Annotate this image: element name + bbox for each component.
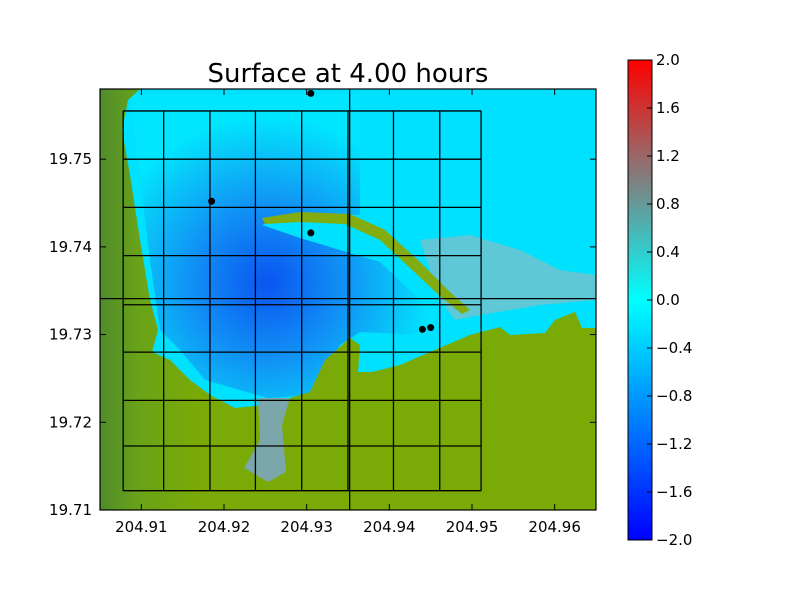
chart-title: Surface at 4.00 hours: [208, 59, 489, 89]
y-tick-label-1: 19.72: [49, 413, 92, 431]
x-tick-label-2: 204.93: [280, 518, 333, 536]
gauge-point-4: [427, 324, 435, 332]
y-tick-label-2: 19.73: [49, 326, 92, 344]
x-tick-label-0: 204.91: [115, 518, 168, 536]
x-tick-label-5: 204.96: [528, 518, 581, 536]
colorbar-tick-label-7: −0.8: [656, 387, 692, 405]
colorbar-tick-label-2: 1.2: [656, 147, 680, 165]
colorbar-tick-label-3: 0.8: [656, 195, 680, 213]
colorbar-tick-label-9: −1.6: [656, 483, 692, 501]
colorbar-tick-label-1: 1.6: [656, 99, 680, 117]
x-tick-label-1: 204.92: [198, 518, 251, 536]
gauge-markers: [208, 89, 435, 333]
gauge-point-2: [307, 229, 315, 237]
grid-patch: [122, 110, 482, 492]
x-axis: 204.91 204.92 204.93 204.94 204.95 204.96: [115, 89, 581, 536]
water-deep-region: [130, 95, 435, 398]
y-axis: 19.71 19.72 19.73 19.74 19.75: [49, 150, 596, 519]
crosshair-lines: [100, 89, 596, 510]
gauge-point-3: [418, 325, 426, 333]
x-tick-label-4: 204.95: [446, 518, 499, 536]
colorbar-axis: 2.0 1.6 1.2 0.8 0.4 0.0 −0.4 −0.8 −1.2 −1.6 −2.0: [647, 51, 692, 549]
colorbar-tick-label-6: −0.4: [656, 339, 692, 357]
x-tick-label-3: 204.94: [363, 518, 416, 536]
colorbar-tick-label-5: 0.0: [656, 291, 680, 309]
gauge-point-0: [307, 89, 315, 97]
y-tick-label-4: 19.75: [49, 150, 92, 168]
sand-spit: [262, 212, 470, 314]
land-west: [100, 89, 596, 510]
y-tick-label-0: 19.71: [49, 501, 92, 519]
colorbar-tick-label-4: 0.4: [656, 243, 680, 261]
plot-frame: [99, 88, 597, 511]
colorbar-tick-label-0: 2.0: [656, 51, 680, 69]
colorbar-tick-label-10: −2.0: [656, 531, 692, 549]
y-tick-label-3: 19.74: [49, 238, 92, 256]
colorbar-tick-label-8: −1.2: [656, 435, 692, 453]
gauge-point-1: [208, 197, 216, 205]
